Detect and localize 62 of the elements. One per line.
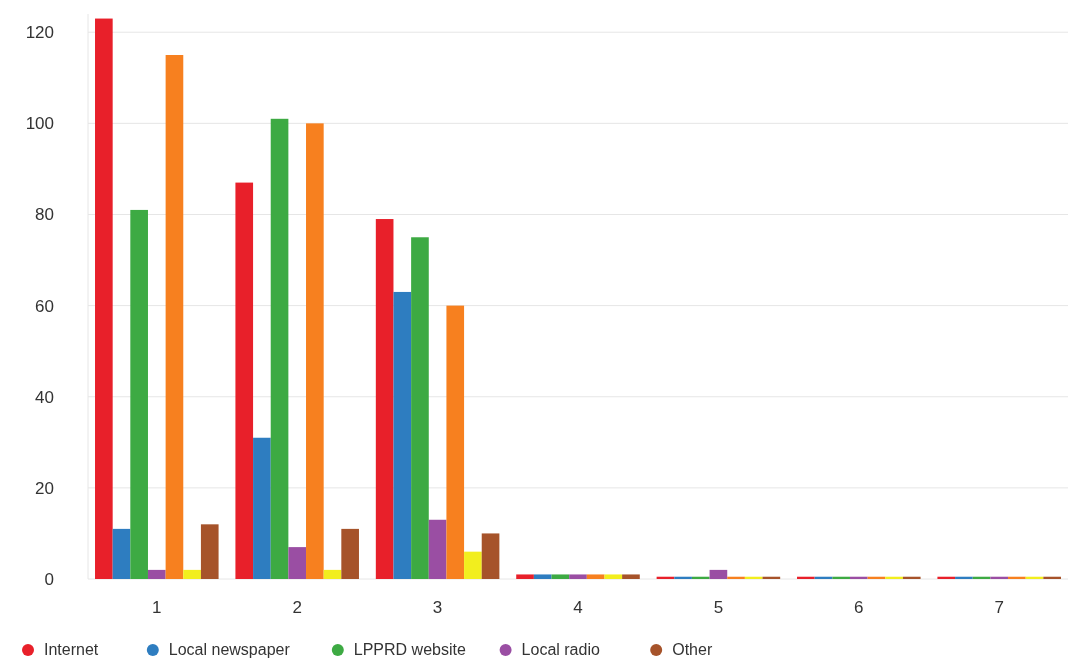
x-tick-label: 3 xyxy=(432,598,443,617)
bar xyxy=(165,55,184,579)
bar xyxy=(375,219,394,579)
legend-label: LPPRD website xyxy=(353,641,466,658)
bar xyxy=(533,574,552,579)
bar xyxy=(288,547,307,579)
y-tick-label: 0 xyxy=(44,570,54,589)
x-tick-label: 7 xyxy=(994,598,1004,617)
legend-label: Local radio xyxy=(521,641,600,658)
bar xyxy=(622,574,640,579)
bar xyxy=(937,576,956,579)
bar xyxy=(674,576,692,579)
bar xyxy=(1043,576,1061,579)
x-tick-label: 4 xyxy=(573,598,583,617)
bar xyxy=(95,18,113,579)
bar xyxy=(112,528,131,579)
y-tick-label: 20 xyxy=(35,478,54,498)
bar xyxy=(691,576,710,579)
bar xyxy=(147,569,166,579)
bar xyxy=(323,569,342,579)
y-tick-label: 100 xyxy=(25,114,54,134)
bar xyxy=(990,576,1009,579)
bar xyxy=(604,574,623,579)
bar xyxy=(428,519,447,579)
y-tick-label: 60 xyxy=(35,296,54,316)
bar xyxy=(306,123,324,579)
bar xyxy=(727,576,745,579)
bar xyxy=(253,437,271,579)
bar xyxy=(270,118,289,579)
bar xyxy=(1008,576,1026,579)
bar xyxy=(464,551,482,579)
bar xyxy=(902,576,921,579)
bar xyxy=(446,305,465,579)
bar xyxy=(481,533,500,579)
bar xyxy=(130,209,148,579)
bar xyxy=(569,574,587,579)
x-tick-label: 6 xyxy=(854,598,864,617)
bar xyxy=(341,528,359,579)
bar xyxy=(551,574,570,579)
bar xyxy=(516,574,534,579)
y-tick-label: 40 xyxy=(35,387,54,407)
bar xyxy=(200,524,219,579)
x-tick-label: 2 xyxy=(292,598,302,617)
x-tick-label: 5 xyxy=(713,598,724,617)
legend-label: Local newspaper xyxy=(168,641,291,658)
bar xyxy=(955,576,973,579)
x-tick-label: 1 xyxy=(152,598,162,617)
bar xyxy=(849,576,868,579)
bar xyxy=(393,291,412,579)
bar xyxy=(586,574,605,579)
y-tick-label: 120 xyxy=(25,23,54,43)
bar xyxy=(183,569,201,579)
bar xyxy=(744,576,763,579)
y-tick-label: 80 xyxy=(35,205,54,225)
legend-label: Other xyxy=(672,641,713,658)
bar xyxy=(797,576,815,579)
bar xyxy=(411,237,429,579)
legend-label: Internet xyxy=(44,641,99,658)
bar xyxy=(235,182,254,579)
bar xyxy=(832,576,850,579)
bar xyxy=(709,569,728,579)
bar xyxy=(885,576,903,579)
